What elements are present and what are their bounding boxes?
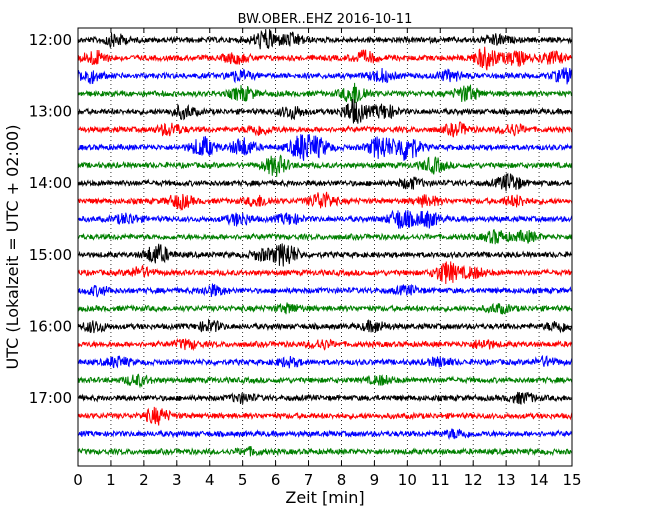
trace-1515 xyxy=(77,261,573,285)
trace-1245 xyxy=(77,82,573,104)
trace-1600 xyxy=(77,318,573,334)
chart-title: BW.OBER..EHZ 2016-10-11 xyxy=(238,12,413,27)
axis-ticks xyxy=(77,28,573,466)
y-axis-label: UTC (Lokalzeit = UTC + 02:00) xyxy=(3,125,22,370)
x-tick-label: 9 xyxy=(370,471,380,489)
x-tick-label: 5 xyxy=(238,471,248,489)
x-tick-label: 7 xyxy=(304,471,314,489)
x-tick-label: 10 xyxy=(398,471,417,489)
trace-1445 xyxy=(77,229,573,245)
y-tick-label: 17:00 xyxy=(29,389,72,407)
seismogram-traces xyxy=(77,29,573,457)
trace-1430 xyxy=(77,209,573,229)
y-tick-label: 13:00 xyxy=(29,103,72,121)
trace-1630 xyxy=(77,354,573,369)
x-tick-label: 11 xyxy=(431,471,450,489)
x-tick-label: 12 xyxy=(464,471,483,489)
plot-frame xyxy=(77,27,573,467)
x-tick-label: 4 xyxy=(205,471,215,489)
x-tick-label: 0 xyxy=(73,471,83,489)
trace-1645 xyxy=(77,373,573,389)
trace-1400 xyxy=(77,172,573,192)
trace-1700 xyxy=(77,391,573,405)
trace-1500 xyxy=(77,243,573,267)
trace-1730 xyxy=(77,428,573,440)
trace-1215 xyxy=(77,46,573,71)
x-tick-label: 3 xyxy=(172,471,182,489)
trace-1715 xyxy=(77,406,573,426)
x-tick-label: 6 xyxy=(271,471,281,489)
trace-1530 xyxy=(77,283,573,298)
trace-1345 xyxy=(77,154,573,177)
y-tick-label: 14:00 xyxy=(29,174,72,192)
trace-1615 xyxy=(77,337,573,352)
x-tick-label: 2 xyxy=(139,471,149,489)
y-tick-label: 12:00 xyxy=(29,31,72,49)
y-tick-label: 15:00 xyxy=(29,246,72,264)
trace-1300 xyxy=(77,98,573,124)
trace-1200 xyxy=(77,29,573,50)
x-tick-labels: 0 1 2 3 4 5 6 7 8 9 10 11 12 13 14 15 xyxy=(73,471,581,489)
y-tick-label: 16:00 xyxy=(29,317,72,335)
x-tick-label: 1 xyxy=(106,471,116,489)
x-tick-label: 14 xyxy=(530,471,549,489)
trace-1330 xyxy=(77,134,573,161)
trace-1415 xyxy=(77,191,573,212)
trace-1315 xyxy=(77,121,572,138)
y-tick-labels: 12:00 13:00 14:00 15:00 16:00 17:00 xyxy=(29,31,72,407)
trace-1745 xyxy=(77,445,573,457)
x-tick-label: 8 xyxy=(337,471,347,489)
trace-1230 xyxy=(77,67,573,85)
trace-1545 xyxy=(77,302,573,315)
x-tick-label: 13 xyxy=(497,471,516,489)
x-axis-label: Zeit [min] xyxy=(285,488,364,507)
x-tick-label: 15 xyxy=(562,471,581,489)
